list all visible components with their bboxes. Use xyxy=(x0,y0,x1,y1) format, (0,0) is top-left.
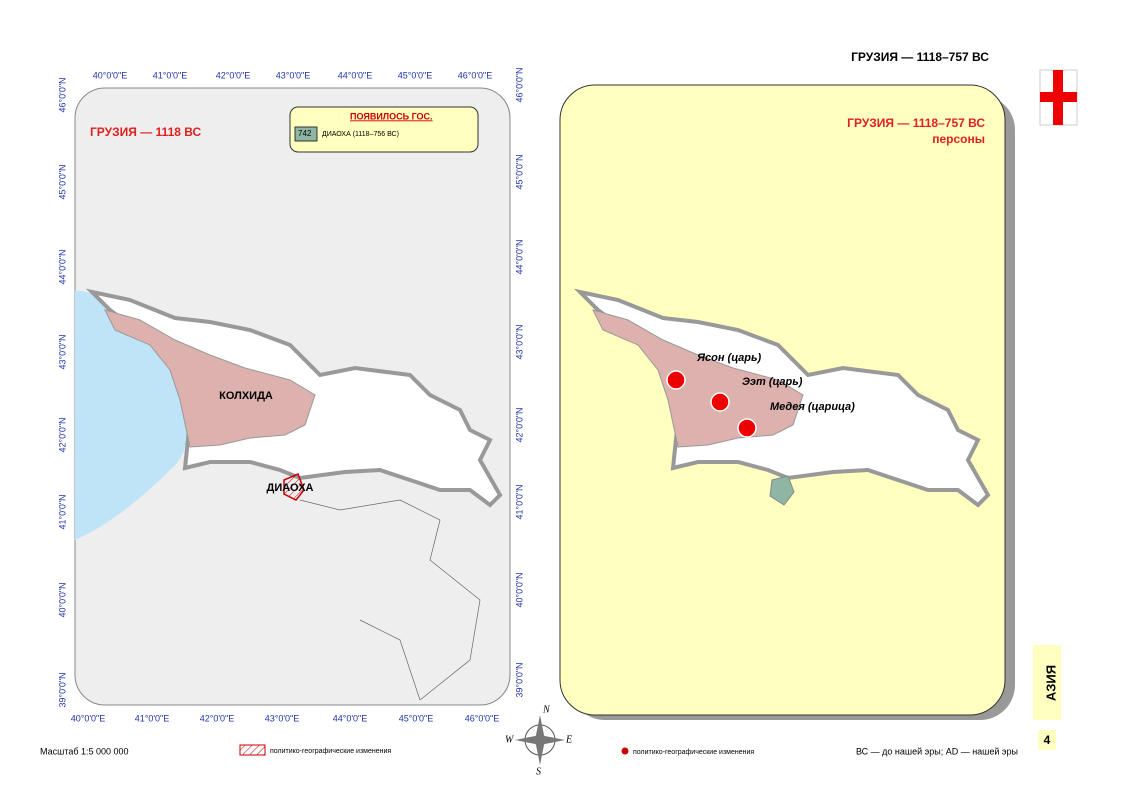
legend-box xyxy=(289,106,479,153)
diaokha xyxy=(769,475,795,506)
lon-label: 43°0'0"E xyxy=(276,70,311,80)
flag-cross xyxy=(1053,70,1063,125)
lat-label: 42°0'0"N xyxy=(514,407,524,442)
scale: Масштаб 1:5 000 000 xyxy=(40,746,129,756)
person-label: Ясон (царь) xyxy=(696,352,762,364)
lat-label: 40°0'0"N xyxy=(514,572,524,607)
side-tab-label: АЗИЯ xyxy=(1043,665,1058,701)
legend-label: ДИАОХА (1118–756 ВС) xyxy=(322,131,399,138)
compass-letter: S xyxy=(536,766,541,777)
lon-label: 40°0'0"E xyxy=(93,70,128,80)
person-icon xyxy=(666,370,686,390)
lat-label: 44°0'0"N xyxy=(514,239,524,274)
lat-label: 40°0'0"N xyxy=(57,582,67,617)
compass-letter: W xyxy=(505,734,515,745)
lat-label: 43°0'0"N xyxy=(57,334,67,369)
map-subtitle: персоны xyxy=(932,132,985,146)
legend-title: ПОЯВИЛОСЬ ГОС. xyxy=(350,111,433,121)
lat-label: 39°0'0"N xyxy=(514,662,524,697)
lat-label: 43°0'0"N xyxy=(514,324,524,359)
lon-label: 42°0'0"E xyxy=(216,70,251,80)
person-icon xyxy=(710,392,730,412)
compass-rose xyxy=(515,715,565,765)
lat-label: 46°0'0"N xyxy=(57,77,67,112)
person-label: Медея (царица) xyxy=(770,401,855,413)
map-title: ГРУЗИЯ — 1118 ВС xyxy=(90,125,201,139)
lon-label: 44°0'0"E xyxy=(338,70,373,80)
diaokha xyxy=(283,473,305,501)
lat-label: 41°0'0"N xyxy=(514,484,524,519)
compass-letter: E xyxy=(565,734,572,745)
legend-hatch: политико-географические изменения xyxy=(270,748,391,755)
lon-label: 46°0'0"E xyxy=(458,70,493,80)
border xyxy=(299,499,481,701)
legend-dot: политико-географические изменения xyxy=(633,749,754,756)
hatch-swatch xyxy=(239,744,266,756)
lat-label: 46°0'0"N xyxy=(514,67,524,102)
region-label: ДИАОХА xyxy=(267,482,314,494)
person-label: Ээт (царь) xyxy=(742,376,803,388)
lon-label: 46°0'0"E xyxy=(465,713,500,723)
lon-label: 40°0'0"E xyxy=(71,713,106,723)
lat-label: 39°0'0"N xyxy=(57,672,67,707)
page-number: 4 xyxy=(1044,733,1051,747)
lat-label: 45°0'0"N xyxy=(514,154,524,189)
page-title: ГРУЗИЯ — 1118–757 ВС xyxy=(851,50,989,64)
person-icon xyxy=(737,418,757,438)
compass-letter: N xyxy=(542,704,551,715)
lon-label: 44°0'0"E xyxy=(333,713,368,723)
lat-label: 45°0'0"N xyxy=(57,164,67,199)
lon-label: 41°0'0"E xyxy=(135,713,170,723)
lat-label: 44°0'0"N xyxy=(57,249,67,284)
region-label: КОЛХИДА xyxy=(219,390,273,402)
lon-label: 43°0'0"E xyxy=(265,713,300,723)
dot-swatch xyxy=(621,747,629,755)
map-title: ГРУЗИЯ — 1118–757 ВС xyxy=(847,116,985,130)
lon-label: 45°0'0"E xyxy=(399,713,434,723)
lon-label: 41°0'0"E xyxy=(153,70,188,80)
lat-label: 41°0'0"N xyxy=(57,494,67,529)
legend-swatch xyxy=(294,126,318,142)
lon-label: 42°0'0"E xyxy=(200,713,235,723)
legend-code: 742 xyxy=(298,129,312,138)
page-box xyxy=(1038,730,1056,750)
side-tab xyxy=(1033,645,1061,720)
lon-label: 45°0'0"E xyxy=(398,70,433,80)
footer-note: ВС — до нашей эры; AD — нашей эры xyxy=(856,746,1018,756)
lat-label: 42°0'0"N xyxy=(57,417,67,452)
